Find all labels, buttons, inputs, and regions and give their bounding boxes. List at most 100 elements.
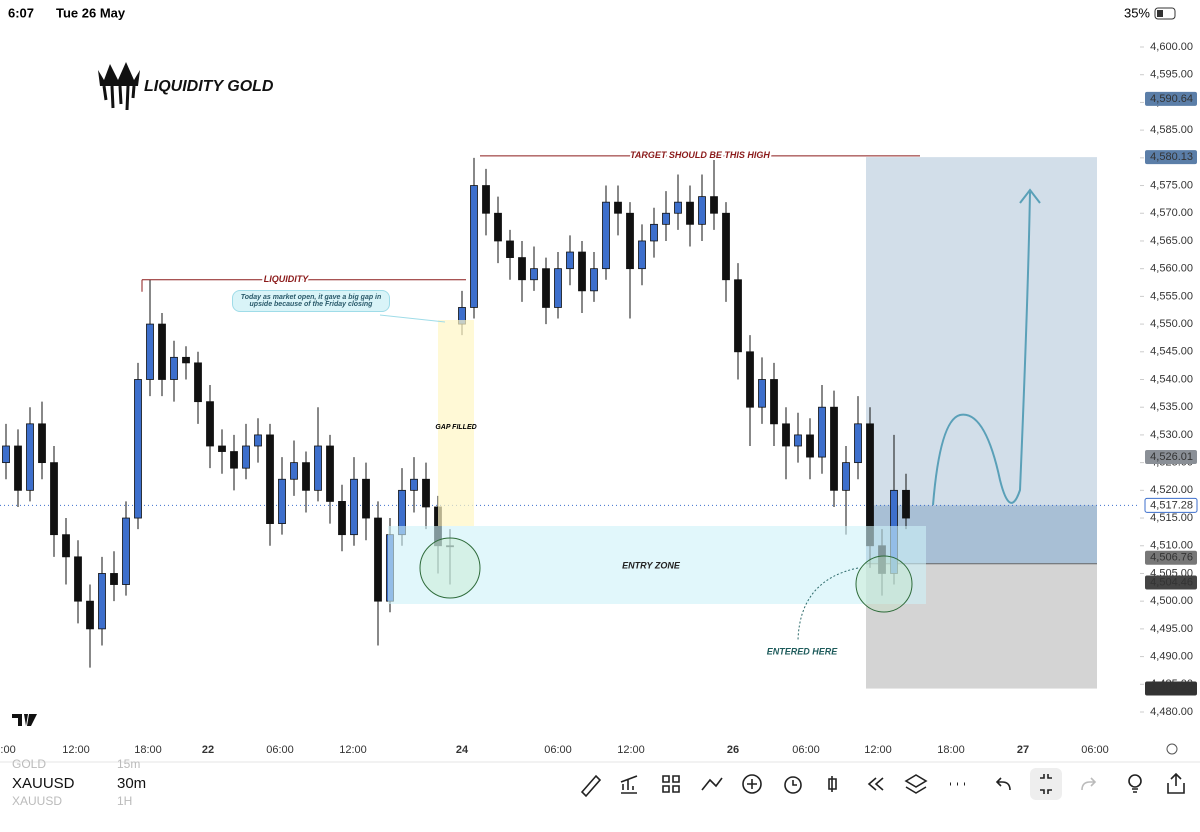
redo[interactable] — [1081, 777, 1097, 791]
candle-body — [686, 201, 694, 225]
time-axis: 6:00 12:00 18:00 22 06:00 12:00 24 06:00 12:00 26… — [0, 744, 1109, 756]
next-interval: 1H — [117, 794, 132, 808]
candle-body — [590, 268, 598, 292]
candle-body — [2, 445, 10, 464]
candle-body — [410, 478, 418, 491]
x-tick-label: 12:00 — [339, 744, 367, 756]
y-tick-label: 4,575.00 — [1150, 179, 1193, 191]
candle-body — [626, 212, 634, 270]
candle-body — [758, 379, 766, 408]
add[interactable] — [742, 774, 762, 794]
fullscreen-bg[interactable] — [1030, 768, 1062, 800]
price-label-box — [1144, 497, 1198, 513]
candle-body — [206, 401, 214, 447]
layouts[interactable] — [662, 775, 680, 793]
candle-body — [494, 212, 502, 242]
x-tick-label: 12:00 — [864, 744, 892, 756]
candle-body — [290, 462, 298, 480]
next-symbol: XAUUSD — [12, 794, 62, 808]
y-tick-label: 4,565.00 — [1150, 235, 1193, 247]
x-tick-label: 18:00 — [937, 744, 965, 756]
share[interactable] — [1167, 772, 1185, 794]
battery-level: 35% — [1124, 5, 1150, 20]
settings[interactable] — [1166, 743, 1178, 755]
chart-type[interactable] — [828, 776, 837, 792]
candle-body — [542, 268, 550, 308]
candle-body — [254, 434, 262, 447]
price-label-box — [1145, 91, 1197, 106]
entry-zone-label: ENTRY ZONE — [622, 560, 681, 570]
candle-body — [170, 356, 178, 380]
gap-zone — [438, 320, 474, 526]
candle-body — [578, 251, 586, 292]
price-label: 4,506.76 — [1150, 552, 1193, 564]
status-date: Tue 26 May — [56, 5, 126, 20]
replay[interactable] — [867, 777, 884, 791]
y-tick-label: 4,530.00 — [1150, 429, 1193, 441]
battery-fill — [1157, 10, 1163, 17]
x-tick-label: 18:00 — [134, 744, 162, 756]
undo[interactable] — [995, 777, 1011, 791]
interval[interactable]: 30m — [117, 775, 146, 792]
symbol[interactable]: XAUUSD — [12, 775, 75, 792]
y-tick-label: 4,495.00 — [1150, 623, 1193, 635]
candle-body — [734, 279, 742, 353]
candle-body — [770, 379, 778, 425]
y-tick-label: 4,560.00 — [1150, 263, 1193, 275]
price-label: 4,590.64 — [1150, 93, 1193, 105]
alert[interactable] — [784, 776, 802, 794]
candle-body — [86, 600, 94, 630]
candle-body — [902, 489, 910, 519]
price-label: 4,484.23 — [1150, 682, 1193, 694]
candle-body — [374, 517, 382, 602]
price-label-box — [1145, 575, 1197, 590]
candle-body — [158, 323, 166, 380]
y-tick-label: 4,520.00 — [1150, 484, 1193, 496]
exit-fullscreen[interactable] — [1040, 774, 1052, 794]
candle-body — [326, 445, 334, 502]
gap-label: GAP FILLED — [435, 424, 476, 431]
candle-body — [638, 240, 646, 270]
candle-body — [314, 445, 322, 491]
entry-circle — [855, 555, 913, 613]
candle-body — [134, 379, 142, 519]
candle-body — [146, 323, 154, 380]
candle-body — [362, 478, 370, 519]
indicators[interactable] — [620, 775, 638, 794]
y-tick-label: 4,555.00 — [1150, 290, 1193, 302]
candle-body — [26, 423, 34, 491]
x-tick-label: 6:00 — [0, 744, 16, 756]
candle-body — [278, 478, 286, 524]
draw-tool[interactable] — [580, 774, 602, 798]
target-region — [866, 157, 1097, 564]
price-label-box — [1145, 550, 1197, 565]
candle-body — [98, 573, 106, 630]
candle-body — [266, 434, 274, 524]
candle-body — [830, 406, 838, 491]
candle-body — [302, 462, 310, 491]
x-tick-label: 06:00 — [792, 744, 820, 756]
candle-body — [230, 451, 238, 469]
battery-icon — [1154, 7, 1176, 20]
note-box: Today as market open, it gave a big gap … — [232, 290, 390, 312]
price-label: 4,580.13 — [1150, 151, 1193, 163]
x-tick-label: 27 — [1017, 744, 1029, 756]
ideas[interactable] — [1128, 774, 1142, 788]
y-tick-label: 4,510.00 — [1150, 540, 1193, 552]
logo-text: LIQUIDITY GOLD — [144, 78, 274, 95]
y-tick-label: 4,500.00 — [1150, 595, 1193, 607]
candle-body — [182, 356, 190, 364]
price-label: 4,504.46 — [1150, 576, 1193, 588]
objects[interactable] — [904, 774, 928, 794]
compare[interactable] — [701, 777, 723, 791]
candle-body — [722, 212, 730, 281]
y-tick-label: 4,540.00 — [1150, 373, 1193, 385]
candle-body — [662, 212, 670, 225]
entry-circle — [419, 537, 481, 599]
x-tick-label: 24 — [456, 744, 469, 756]
x-tick-label: 06:00 — [544, 744, 572, 756]
candle-body — [422, 478, 430, 508]
y-tick-label: 4,480.00 — [1150, 706, 1193, 718]
x-tick-label: 06:00 — [266, 744, 294, 756]
